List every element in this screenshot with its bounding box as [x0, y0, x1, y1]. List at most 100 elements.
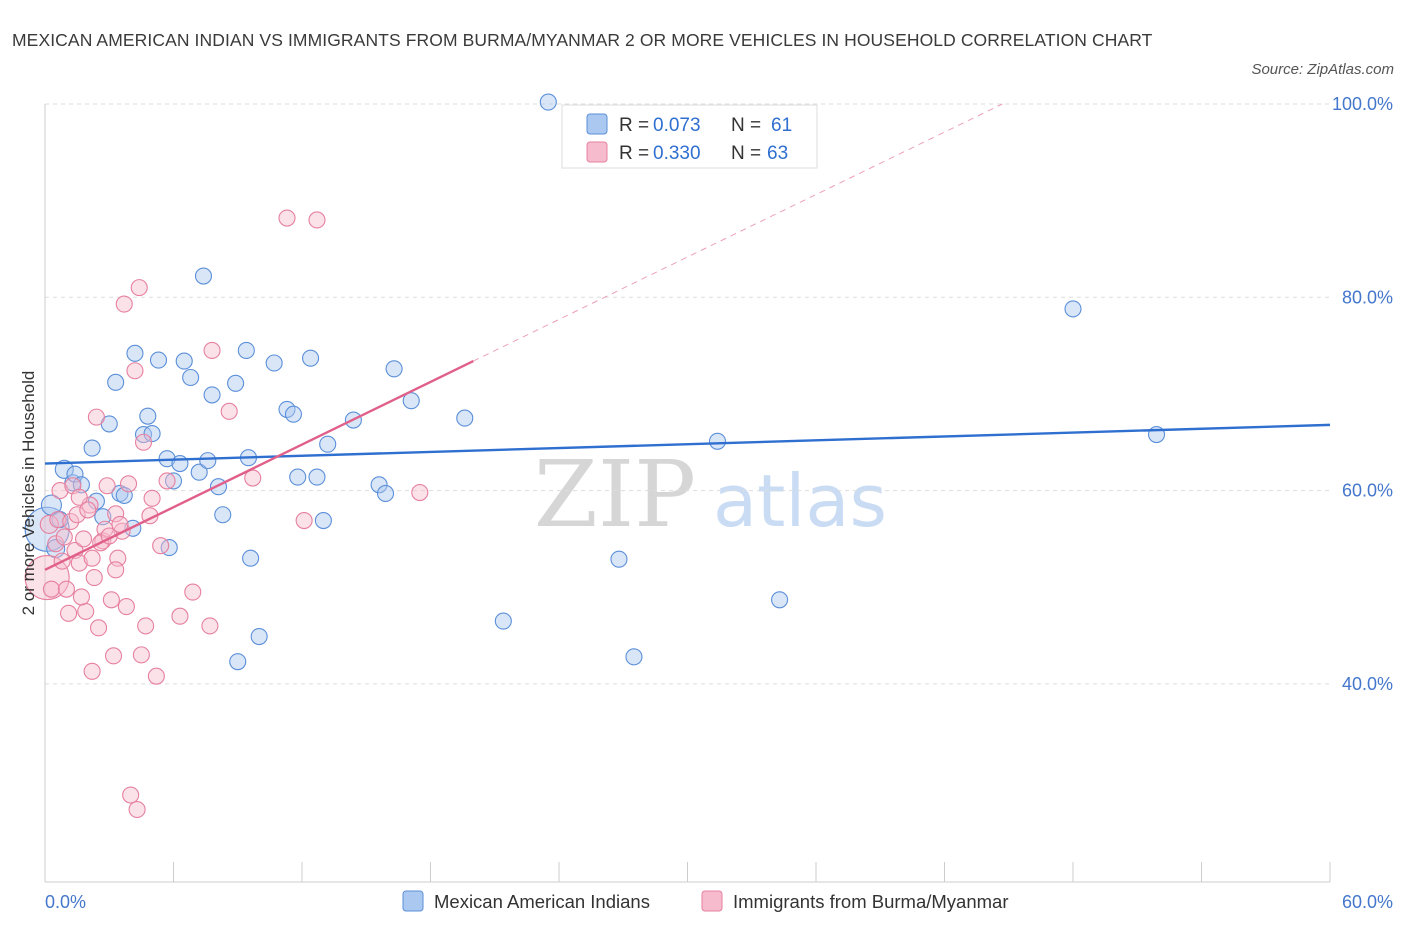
y-axis-title: 2 or more Vehicles in Household [19, 371, 38, 616]
blue-point-16 [126, 344, 144, 362]
blue-point-24 [171, 454, 189, 473]
x-tick-labels: 0.0% 60.0% [45, 892, 1393, 912]
pink-point-50 [278, 209, 296, 227]
blue-point-55 [708, 432, 727, 450]
pink-point-47 [203, 341, 221, 359]
legend-r-value-1: 0.330 [653, 143, 701, 164]
blue-point-25 [175, 352, 193, 370]
x-ticks [44, 862, 1331, 882]
y-tick-label-0: 40.0% [1342, 674, 1393, 694]
blue-point-29 [199, 452, 217, 470]
pink-point-4 [49, 511, 67, 529]
pink-point-12 [68, 506, 86, 524]
pink-point-8 [60, 604, 78, 622]
pink-point-44 [171, 607, 189, 625]
y-tick-labels: 40.0% 60.0% 80.0% 100.0% [1332, 94, 1393, 694]
blue-point-53 [610, 550, 628, 568]
pink-point-60 [72, 588, 90, 606]
grid-lines [45, 103, 1330, 685]
x-tick-label-0: 0.0% [45, 892, 86, 912]
pink-point-51 [295, 511, 313, 530]
watermark: ZIP atlas [534, 441, 887, 548]
blue-point-44 [314, 511, 332, 530]
legend-n-value-1: 63 [767, 143, 788, 164]
legend-swatch-blue [586, 113, 608, 135]
blue-point-32 [214, 506, 232, 524]
pink-point-61 [83, 549, 101, 567]
blue-point-10 [94, 508, 112, 526]
blue-point-42 [308, 468, 326, 486]
pink-point-43 [158, 472, 176, 490]
blue-point-4 [54, 459, 74, 479]
pink-point-33 [126, 362, 144, 380]
pink-point-7 [57, 580, 75, 598]
blue-point-39 [284, 405, 302, 423]
blue-point-7 [72, 476, 90, 494]
blue-point-30 [203, 386, 221, 404]
legend-r-value-0: 0.073 [653, 115, 701, 136]
blue-point-52 [539, 93, 557, 111]
pink-point-62 [107, 561, 125, 579]
legend-n-value-0: 61 [771, 115, 792, 136]
blue-point-27 [190, 463, 208, 481]
pink-point-49 [244, 469, 262, 487]
blue-point-12 [107, 373, 125, 391]
blue-point-41 [302, 349, 320, 367]
bottom-legend: Mexican American Indians Immigrants from… [402, 890, 1009, 912]
pink-point-32 [122, 786, 140, 804]
pink-point-31 [119, 475, 138, 493]
blue-point-49 [402, 392, 420, 410]
legend-r-label-1: R = [619, 143, 649, 164]
pink-point-41 [147, 667, 165, 685]
x-tick-label-1: 60.0% [1342, 892, 1393, 912]
blue-point-23 [164, 472, 183, 490]
watermark-atlas: atlas [713, 459, 887, 543]
pink-point-42 [152, 537, 170, 555]
pink-point-37 [134, 433, 153, 451]
blue-point-59 [229, 653, 247, 671]
pink-point-13 [70, 554, 88, 572]
pink-point-34 [128, 800, 146, 819]
blue-trend-line [44, 423, 1331, 465]
pink-point-38 [137, 617, 155, 635]
pink-point-24 [102, 591, 120, 609]
blue-point-28 [194, 267, 213, 285]
bottom-legend-label-pink: Immigrants from Burma/Myanmar [733, 891, 1009, 912]
series-pink-points [24, 209, 429, 819]
pink-point-45 [184, 583, 202, 601]
blue-point-50 [456, 409, 474, 427]
series-blue-points [24, 93, 1166, 671]
blue-point-48 [385, 360, 403, 378]
pink-point-26 [107, 505, 125, 523]
y-tick-label-1: 60.0% [1342, 481, 1393, 501]
pink-point-6 [55, 528, 73, 546]
blue-point-36 [242, 549, 260, 567]
blue-point-57 [1064, 300, 1082, 318]
pink-point-18 [85, 569, 103, 587]
pink-point-35 [130, 279, 148, 297]
bottom-legend-swatch-pink [701, 890, 723, 912]
pink-point-40 [143, 489, 161, 507]
legend-n-label-1: N = [731, 143, 761, 164]
pink-point-15 [77, 602, 95, 620]
legend-r-label-0: R = [619, 115, 649, 136]
blue-point-56 [771, 591, 789, 609]
pink-point-2 [42, 580, 60, 598]
y-tick-label-2: 80.0% [1342, 287, 1393, 307]
blue-point-43 [319, 435, 337, 453]
blue-point-60 [250, 627, 268, 646]
blue-point-46 [370, 476, 388, 494]
blue-point-19 [143, 425, 161, 443]
legend-n-label-0: N = [731, 115, 761, 136]
pink-point-3 [47, 535, 65, 553]
y-tick-label-3: 100.0% [1332, 94, 1393, 114]
pink-point-53 [411, 483, 429, 502]
blue-point-34 [237, 341, 255, 359]
pink-point-55 [79, 501, 97, 519]
blue-point-40 [289, 468, 307, 486]
watermark-zip: ZIP [534, 441, 696, 548]
pink-point-9 [62, 512, 80, 531]
pink-point-48 [220, 402, 238, 420]
pink-point-25 [104, 647, 123, 665]
blue-point-8 [83, 439, 101, 457]
